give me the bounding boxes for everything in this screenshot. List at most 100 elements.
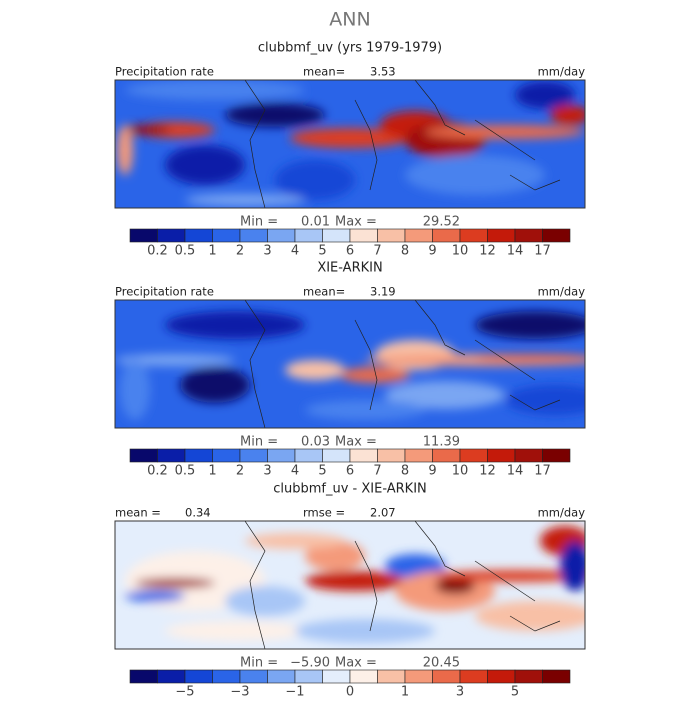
field-blob bbox=[180, 367, 250, 403]
field-blob bbox=[475, 354, 585, 362]
colorbar-label: 0 bbox=[346, 685, 354, 700]
colorbar-label: 1 bbox=[401, 685, 409, 700]
map-field bbox=[115, 311, 585, 420]
field-blob bbox=[305, 571, 405, 591]
left-label: mean = bbox=[115, 506, 161, 520]
colorbar-label: 3 bbox=[263, 464, 271, 479]
left-value: 0.34 bbox=[185, 506, 211, 520]
colorbar-label: 12 bbox=[479, 244, 496, 259]
colorbar-label: 12 bbox=[479, 464, 496, 479]
colorbar-label: 2 bbox=[236, 244, 244, 259]
min-label: Min = bbox=[240, 215, 278, 230]
colorbar-label: 0.5 bbox=[175, 464, 196, 479]
field-blob bbox=[120, 125, 170, 135]
units: mm/day bbox=[538, 506, 586, 520]
field-blob bbox=[560, 541, 585, 591]
min-value: 0.03 bbox=[301, 435, 330, 450]
colorbar-label: 8 bbox=[401, 464, 409, 479]
stat-value: 3.53 bbox=[370, 65, 396, 79]
map-field bbox=[117, 80, 585, 206]
colorbar-box bbox=[377, 448, 406, 463]
map bbox=[115, 80, 585, 208]
field-blob bbox=[550, 105, 585, 125]
stat-label: rmse = bbox=[303, 506, 345, 520]
coastline bbox=[509, 615, 561, 632]
colorbar-label: 0.2 bbox=[147, 464, 168, 479]
colorbar-label: 6 bbox=[346, 244, 354, 259]
colorbar-label: 3 bbox=[456, 685, 464, 700]
field-blob bbox=[475, 311, 585, 339]
map-frame bbox=[114, 299, 586, 429]
coastline bbox=[244, 300, 266, 428]
colorbar-label: 2 bbox=[236, 464, 244, 479]
colorbar-box bbox=[404, 448, 433, 463]
map bbox=[115, 521, 585, 649]
stat-label: mean= bbox=[303, 65, 345, 79]
field-blob bbox=[125, 80, 305, 100]
stat-value: 2.07 bbox=[370, 506, 396, 520]
panel-title: clubbmf_uv - XIE-ARKIN bbox=[273, 482, 427, 497]
panel: clubbmf_uv (yrs 1979-1979) Precipitation … bbox=[114, 41, 586, 259]
colorbar-label: 4 bbox=[291, 244, 299, 259]
colorbar-box bbox=[514, 228, 543, 243]
colorbar-box bbox=[349, 448, 378, 463]
colorbar-label: 10 bbox=[452, 464, 469, 479]
field-blob bbox=[305, 400, 425, 420]
colorbar-box bbox=[294, 669, 323, 684]
coastline bbox=[244, 521, 266, 649]
max-label: Max = bbox=[335, 656, 377, 671]
colorbar-box bbox=[129, 669, 158, 684]
max-value: 29.52 bbox=[423, 215, 460, 230]
field-blob bbox=[295, 619, 435, 643]
colorbar-box bbox=[487, 228, 516, 243]
max-value: 20.45 bbox=[423, 656, 460, 671]
colorbar-label: 7 bbox=[373, 244, 381, 259]
map-frame bbox=[114, 520, 586, 650]
colorbar-box bbox=[129, 448, 158, 463]
field-blob bbox=[385, 381, 505, 409]
max-value: 11.39 bbox=[423, 435, 460, 450]
colorbar-label: 7 bbox=[373, 464, 381, 479]
colorbar-box bbox=[267, 448, 296, 463]
colorbar-box bbox=[239, 669, 268, 684]
colorbar-box bbox=[514, 669, 543, 684]
colorbar-box bbox=[322, 448, 351, 463]
colorbar-box bbox=[239, 448, 268, 463]
colorbar-box bbox=[322, 228, 351, 243]
field-blob bbox=[185, 194, 305, 206]
colorbar-box bbox=[459, 448, 488, 463]
colorbar-label: 14 bbox=[507, 244, 524, 259]
units: mm/day bbox=[538, 285, 586, 299]
field-blob bbox=[515, 81, 575, 109]
colorbar-box bbox=[212, 669, 241, 684]
colorbar-box bbox=[322, 669, 351, 684]
colorbar-box bbox=[349, 228, 378, 243]
colorbar-box bbox=[377, 669, 406, 684]
min-label: Min = bbox=[240, 656, 278, 671]
colorbar-box bbox=[184, 669, 213, 684]
coastline bbox=[354, 319, 378, 411]
coastline bbox=[244, 80, 266, 208]
colorbar-label: 5 bbox=[511, 685, 519, 700]
colorbar-label: 5 bbox=[318, 464, 326, 479]
colorbar-label: 9 bbox=[428, 244, 436, 259]
coastline bbox=[474, 560, 536, 602]
field-blob bbox=[290, 128, 410, 148]
stat-value: 3.19 bbox=[370, 285, 396, 299]
left-label: Precipitation rate bbox=[115, 285, 214, 299]
field-blob bbox=[125, 590, 185, 602]
colorbar-box bbox=[404, 669, 433, 684]
panel-title: XIE-ARKIN bbox=[317, 261, 382, 276]
colorbar-box bbox=[239, 228, 268, 243]
colorbar-box bbox=[542, 228, 571, 243]
panel: XIE-ARKIN Precipitation rate mean= 3.19 mm/d… bbox=[114, 261, 586, 479]
field-blob bbox=[275, 160, 355, 200]
map bbox=[115, 300, 585, 428]
coastline bbox=[474, 119, 536, 161]
field-blob bbox=[165, 311, 305, 339]
colorbar-box bbox=[487, 448, 516, 463]
field-blob bbox=[340, 367, 410, 383]
colorbar-label: −5 bbox=[175, 685, 194, 700]
colorbar-label: 4 bbox=[291, 464, 299, 479]
